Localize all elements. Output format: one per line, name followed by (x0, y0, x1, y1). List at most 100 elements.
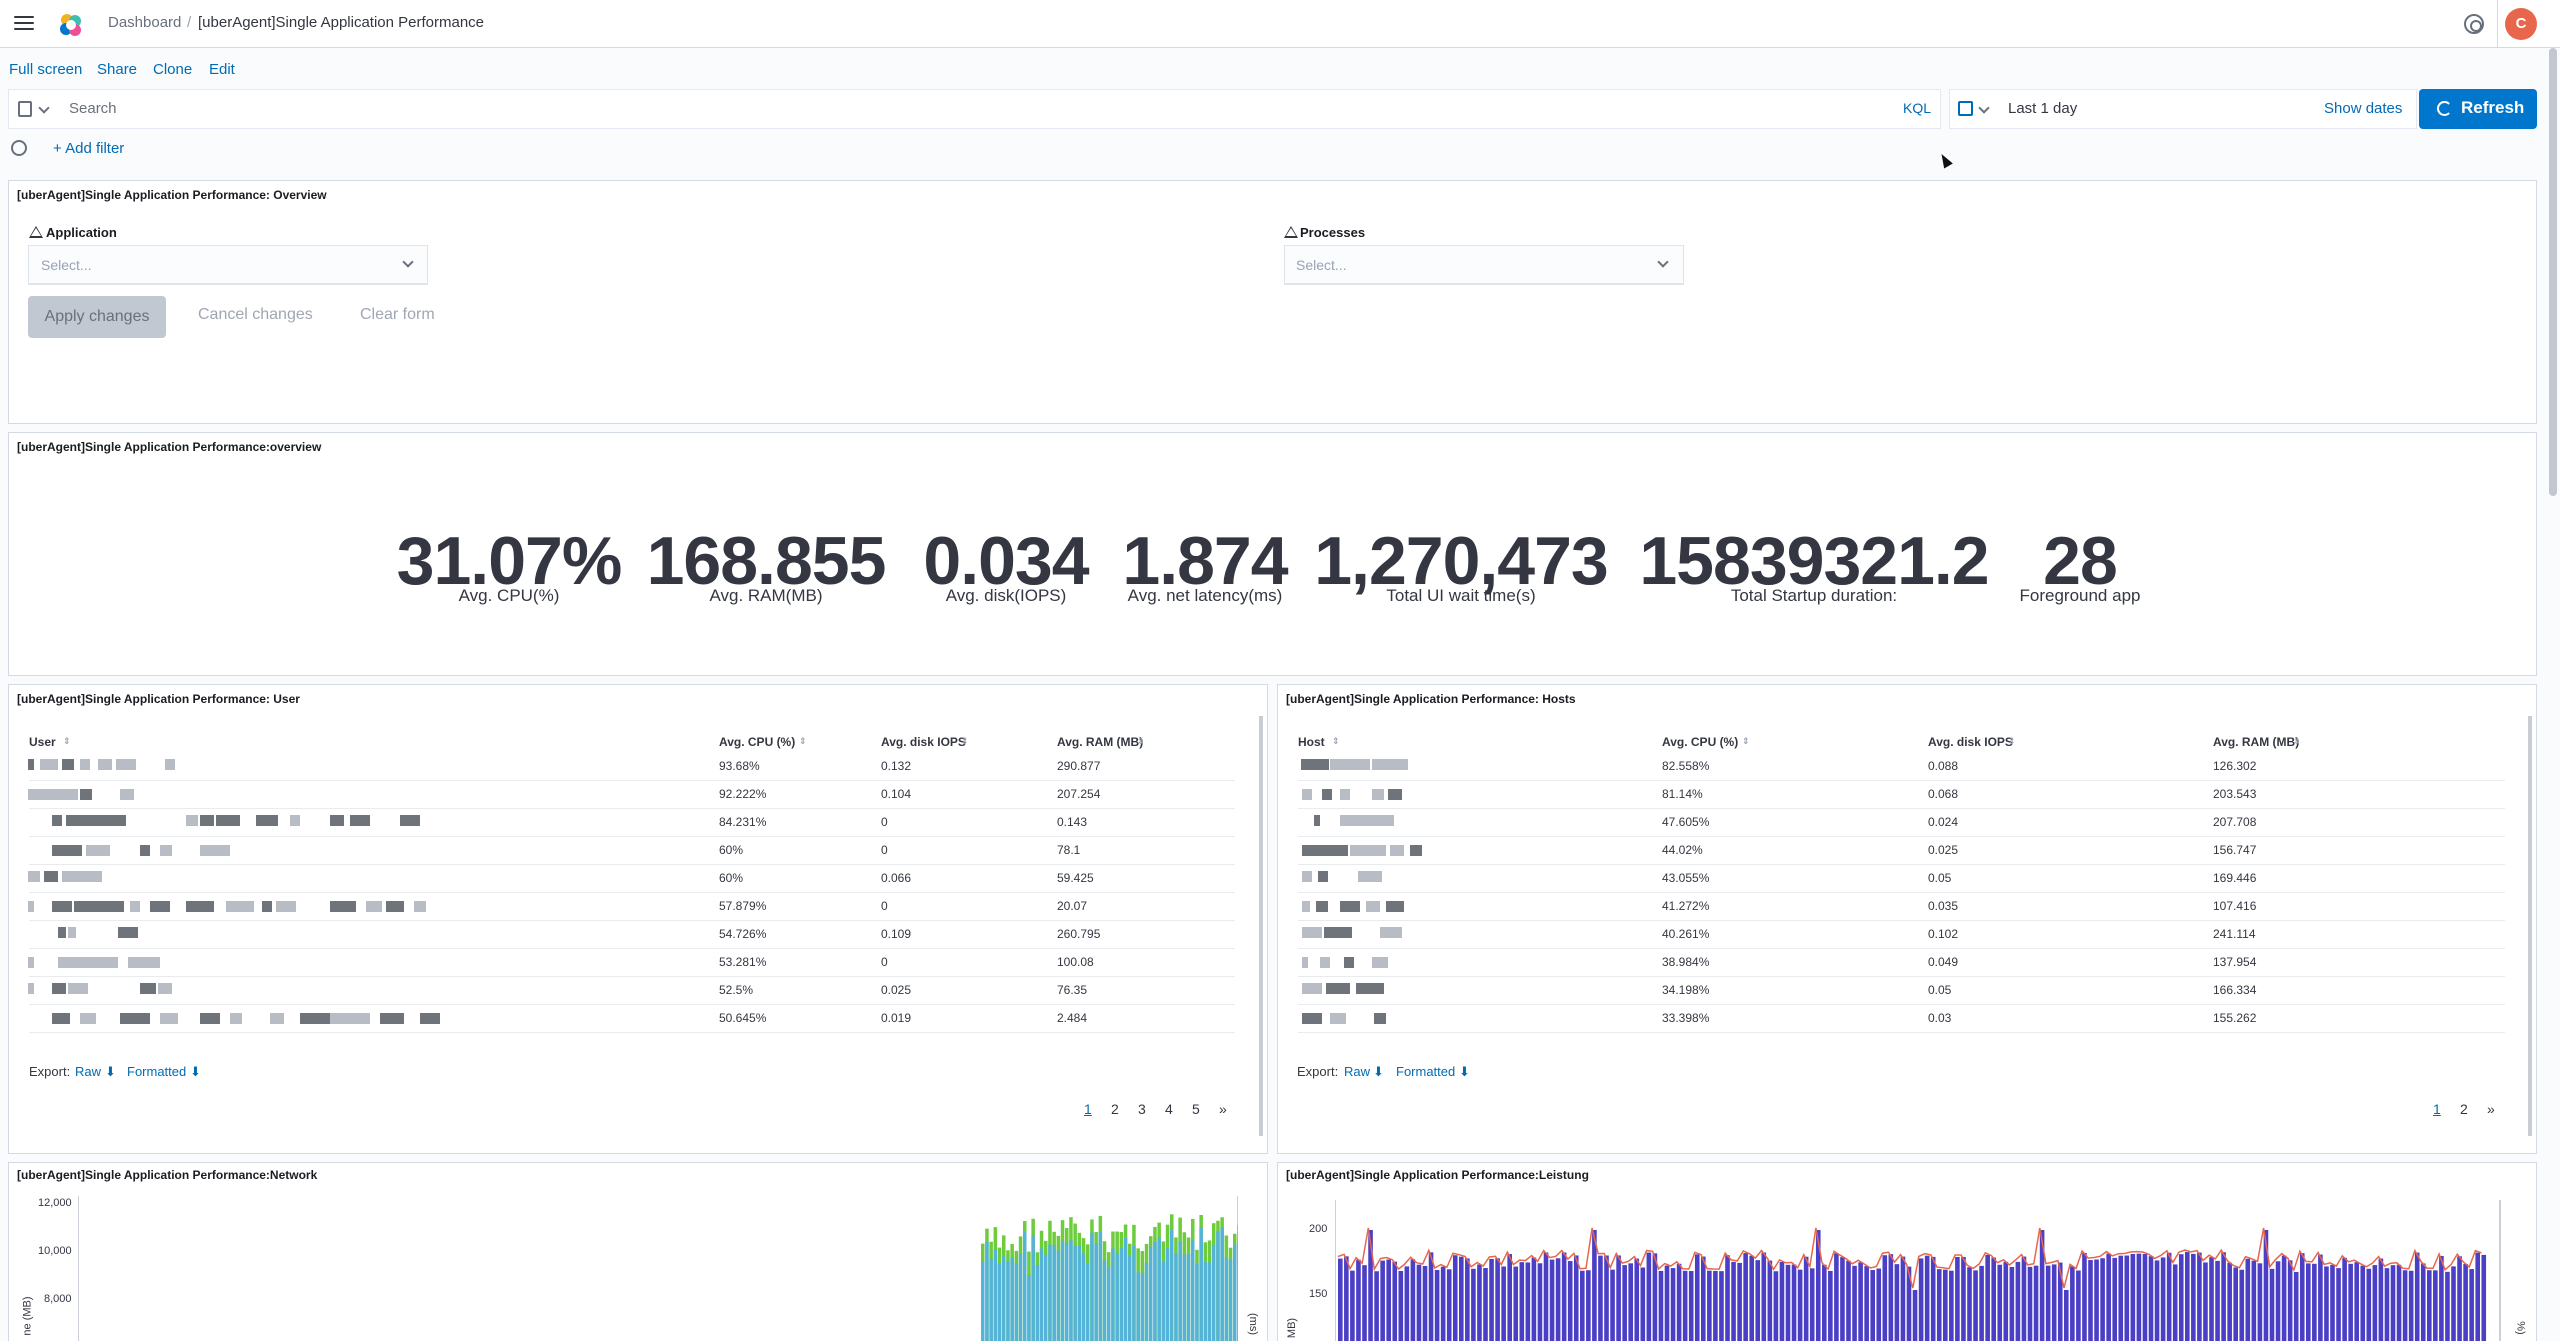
redacted-name (68, 927, 76, 938)
sort-icon[interactable]: ⇕ (63, 736, 71, 746)
elastic-logo[interactable] (58, 12, 84, 38)
pagination-page[interactable]: » (2487, 1101, 2495, 1117)
column-header[interactable]: Avg. CPU (%) (1662, 735, 1739, 749)
filter-icon[interactable] (11, 140, 27, 156)
column-header[interactable]: User (29, 735, 56, 749)
bar-indigo (1815, 1230, 1821, 1341)
pagination-page[interactable]: 1 (2433, 1101, 2441, 1117)
sort-icon[interactable]: ⇕ (961, 736, 969, 746)
column-header[interactable]: Avg. RAM (MB) (2213, 735, 2300, 749)
application-select[interactable] (28, 245, 428, 285)
pagination-page[interactable]: 5 (1192, 1101, 1200, 1117)
apply-changes-button[interactable]: Apply changes (28, 296, 166, 338)
kql-toggle[interactable]: KQL (1903, 100, 1932, 116)
query-bar[interactable] (8, 89, 1941, 129)
download-icon[interactable]: ⬇ (190, 1064, 201, 1079)
pagination-page[interactable]: 4 (1165, 1101, 1173, 1117)
panel-scrollbar[interactable] (1259, 716, 1263, 1136)
y-axis-tick: 12,000 (38, 1197, 72, 1209)
pagination-page[interactable]: 2 (2460, 1101, 2468, 1117)
table-cell: 60% (719, 843, 744, 857)
bar-indigo (2209, 1257, 2214, 1341)
pagination-page[interactable]: 3 (1138, 1101, 1146, 1117)
export-formatted-link[interactable]: Formatted (127, 1064, 187, 1079)
redacted-name (160, 1013, 178, 1024)
show-dates-link[interactable]: Show dates (2324, 100, 2403, 117)
download-icon[interactable]: ⬇ (105, 1064, 116, 1079)
network-chart[interactable] (78, 1196, 1238, 1341)
window-scrollbar[interactable] (2549, 48, 2557, 496)
column-header[interactable]: Avg. RAM (MB) (1057, 735, 1144, 749)
processes-select[interactable] (1284, 245, 1684, 285)
processes-select-placeholder[interactable]: Select... (1296, 257, 1347, 273)
row-divider (29, 976, 1235, 977)
export-formatted-link[interactable]: Formatted (1396, 1064, 1456, 1079)
refresh-button-label[interactable]: Refresh (2461, 98, 2525, 117)
bar-indigo (1531, 1257, 1537, 1341)
sort-icon[interactable]: ⇕ (2008, 736, 2016, 746)
bar-blue (1136, 1271, 1140, 1341)
saved-query-icon[interactable] (18, 101, 32, 117)
bar-indigo (2287, 1260, 2293, 1341)
bar-indigo (2082, 1252, 2087, 1341)
table-cell: 207.254 (1057, 787, 1101, 801)
redacted-name (1344, 957, 1354, 968)
redacted-name (116, 759, 136, 770)
bar-indigo (1543, 1252, 1549, 1341)
sort-icon[interactable]: ⇕ (1742, 736, 1750, 746)
bar-indigo (1870, 1270, 1875, 1341)
application-select-placeholder[interactable]: Select... (41, 257, 92, 273)
full-screen-link[interactable]: Full screen (9, 61, 83, 78)
row-divider (29, 780, 1235, 781)
redacted-name (380, 1013, 404, 1024)
help-icon[interactable] (2464, 14, 2484, 34)
sort-icon[interactable]: ⇕ (2293, 736, 2301, 746)
bar-indigo (1549, 1259, 1555, 1341)
bar-indigo (1701, 1256, 1706, 1341)
column-header[interactable]: Avg. CPU (%) (719, 735, 796, 749)
sort-icon[interactable]: ⇕ (1332, 736, 1340, 746)
bar-indigo (2481, 1254, 2487, 1341)
column-header[interactable]: Host (1298, 735, 1325, 749)
leistung-chart[interactable] (1335, 1200, 2510, 1341)
date-range-value[interactable]: Last 1 day (2008, 100, 2078, 117)
redacted-name (414, 901, 426, 912)
bar-indigo (2233, 1267, 2238, 1341)
bar-indigo (1610, 1269, 1615, 1341)
menu-icon[interactable] (14, 16, 34, 30)
export-raw-link[interactable]: Raw (1344, 1064, 1371, 1079)
download-icon[interactable]: ⬇ (1373, 1064, 1384, 1079)
edit-link[interactable]: Edit (209, 61, 235, 78)
column-header[interactable]: Avg. disk IOPS (881, 735, 966, 749)
date-picker[interactable] (1949, 89, 2417, 129)
redacted-name (1302, 871, 1312, 882)
panel-scrollbar[interactable] (2528, 716, 2532, 1136)
column-header[interactable]: Avg. disk IOPS (1928, 735, 2013, 749)
add-filter-link[interactable]: + Add filter (53, 140, 125, 157)
sort-icon[interactable]: ⇕ (799, 736, 807, 746)
export-raw-link[interactable]: Raw (75, 1064, 102, 1079)
share-link[interactable]: Share (97, 61, 138, 78)
download-icon[interactable]: ⬇ (1459, 1064, 1470, 1079)
cancel-changes-button[interactable]: Cancel changes (198, 306, 313, 323)
bar-indigo (2088, 1260, 2093, 1341)
pagination-page[interactable]: 2 (1111, 1101, 1119, 1117)
clone-link[interactable]: Clone (153, 61, 193, 78)
search-input[interactable]: Search (69, 100, 117, 117)
pagination-page[interactable]: 1 (1084, 1101, 1092, 1117)
table-cell: 92.222% (719, 787, 767, 801)
clear-form-button[interactable]: Clear form (360, 306, 435, 323)
redacted-name (28, 983, 34, 994)
table-cell: 57.879% (719, 899, 767, 913)
bar-indigo (2148, 1256, 2154, 1341)
bar-indigo (2408, 1270, 2414, 1341)
bar-indigo (1471, 1268, 1476, 1341)
sort-icon[interactable]: ⇕ (1137, 736, 1145, 746)
calendar-icon[interactable] (1958, 101, 1973, 116)
bar-indigo (1749, 1255, 1754, 1341)
pagination-page[interactable]: » (1219, 1101, 1227, 1117)
row-divider (1298, 976, 2505, 977)
redacted-name (1302, 901, 1310, 912)
breadcrumb-dashboard[interactable]: Dashboard (108, 14, 182, 31)
user-avatar[interactable]: C (2505, 8, 2537, 40)
